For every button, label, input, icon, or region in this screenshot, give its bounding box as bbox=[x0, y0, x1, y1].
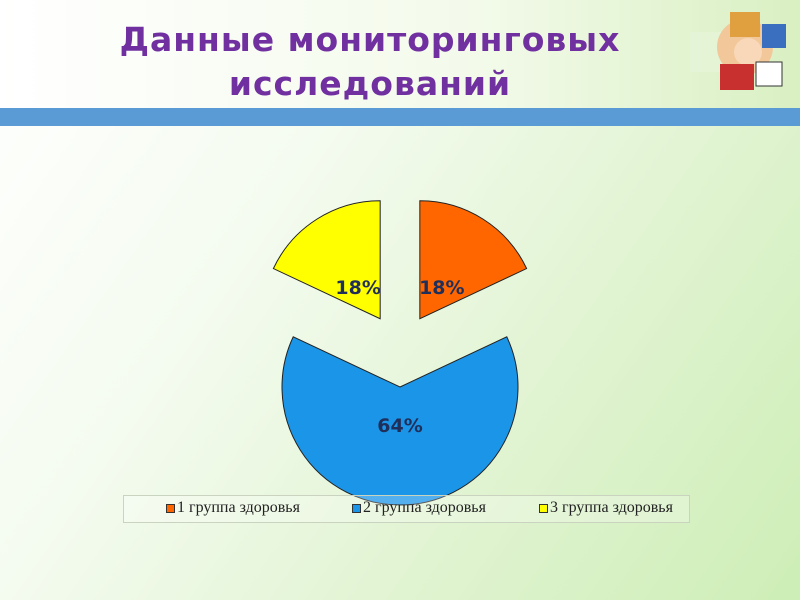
pie-slice bbox=[272, 200, 381, 320]
legend-item: 3 группа здоровья bbox=[539, 499, 673, 517]
legend-swatch bbox=[166, 503, 175, 513]
data-label: 64% bbox=[377, 415, 422, 437]
header-band bbox=[0, 108, 800, 126]
legend-swatch bbox=[539, 503, 548, 513]
data-label: 18% bbox=[419, 277, 464, 299]
puzzle-image bbox=[690, 12, 786, 90]
legend-item: 1 группа здоровья bbox=[166, 499, 300, 517]
pie-slice bbox=[281, 336, 519, 506]
legend-swatch bbox=[352, 503, 361, 513]
header-background bbox=[0, 0, 800, 108]
data-label: 18% bbox=[335, 277, 380, 299]
legend-label: 1 группа здоровья bbox=[177, 499, 300, 516]
legend-label: 2 группа здоровья bbox=[363, 499, 486, 516]
legend-label: 3 группа здоровья bbox=[550, 499, 673, 516]
slide-title: Данные мониторинговых исследований bbox=[119, 20, 621, 103]
chart-legend: 1 группа здоровья 2 группа здоровья 3 гр… bbox=[123, 495, 690, 523]
legend-item: 2 группа здоровья bbox=[352, 499, 486, 517]
pie-slice bbox=[419, 200, 528, 320]
